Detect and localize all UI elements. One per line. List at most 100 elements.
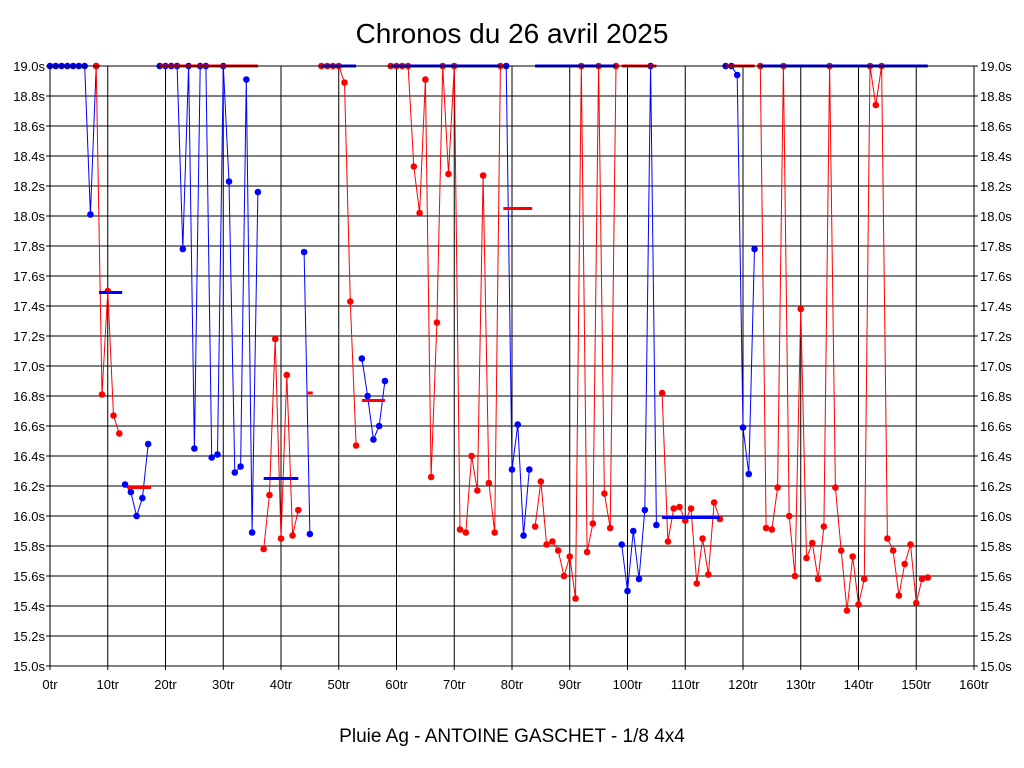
y-tick-label: 15.0s xyxy=(13,659,45,674)
data-point xyxy=(653,521,660,529)
series-red xyxy=(531,62,620,602)
series-line xyxy=(390,65,501,534)
x-tick-label: 50tr xyxy=(328,677,351,692)
series-blue xyxy=(618,62,660,595)
data-point xyxy=(133,512,140,520)
series-line xyxy=(621,65,657,592)
data-point xyxy=(658,389,666,397)
data-point xyxy=(456,526,464,533)
y-tick-label-right: 18.4s xyxy=(980,149,1012,164)
data-point xyxy=(797,305,805,313)
y-tick-label-right: 16.0s xyxy=(980,509,1012,524)
data-point xyxy=(560,572,568,580)
data-point xyxy=(820,523,828,530)
data-point xyxy=(260,545,267,553)
x-tick-label: 10tr xyxy=(97,677,120,692)
data-point xyxy=(606,524,614,532)
y-tick-label-right: 17.4s xyxy=(980,299,1012,314)
data-point xyxy=(121,481,129,488)
data-point xyxy=(110,412,117,419)
data-point xyxy=(554,547,562,554)
x-tick-label: 40tr xyxy=(270,677,293,692)
data-point xyxy=(462,529,470,536)
y-tick-label-right: 17.0s xyxy=(980,359,1012,374)
y-tick-label: 17.0s xyxy=(13,359,45,374)
data-point xyxy=(589,520,597,527)
y-tick-label: 16.6s xyxy=(13,419,45,434)
data-point xyxy=(364,392,371,400)
data-point xyxy=(583,548,591,556)
plot-frame xyxy=(49,65,975,667)
series-line xyxy=(534,65,617,599)
series-line xyxy=(661,392,721,584)
series-blue xyxy=(46,62,100,218)
y-tick-label-right: 17.2s xyxy=(980,329,1012,344)
data-point xyxy=(855,601,862,608)
series-red xyxy=(757,62,932,614)
y-tick-label-right: 16.6s xyxy=(980,419,1012,434)
data-point xyxy=(214,451,221,458)
data-point xyxy=(693,580,701,587)
x-tick-label: 130tr xyxy=(786,677,816,692)
data-point xyxy=(751,245,758,253)
x-tick-label: 140tr xyxy=(844,677,874,692)
series-line xyxy=(159,65,259,533)
x-tick-label: 110tr xyxy=(671,677,700,692)
axis-tick-labels: 15.0s 15.0s 15.2s 15.2s 15.4s 15.4s 15.6s 15.6s… xyxy=(13,59,1012,692)
data-point xyxy=(918,575,926,583)
y-tick-label: 15.6s xyxy=(13,569,45,584)
series-red xyxy=(658,389,724,587)
data-point xyxy=(601,490,608,497)
data-point xyxy=(254,188,262,196)
series-red xyxy=(387,62,504,536)
y-tick-label-right: 19.0s xyxy=(980,59,1012,74)
data-point xyxy=(907,541,914,548)
data-point xyxy=(191,445,198,452)
data-point xyxy=(266,491,273,499)
data-point xyxy=(445,170,452,178)
data-point xyxy=(526,466,533,473)
data-point xyxy=(531,523,539,530)
y-tick-label: 17.4s xyxy=(13,299,45,314)
data-point xyxy=(849,553,857,560)
y-tick-label: 15.4s xyxy=(13,599,45,614)
y-tick-label-right: 15.2s xyxy=(980,629,1012,644)
data-point xyxy=(664,538,672,545)
series-red xyxy=(260,335,302,553)
data-point xyxy=(433,319,441,326)
y-tick-label: 15.8s xyxy=(13,539,45,554)
data-point xyxy=(289,532,296,539)
x-tick-label: 30tr xyxy=(212,677,235,692)
y-tick-label: 19.0s xyxy=(13,59,45,74)
data-point xyxy=(884,535,891,542)
series-blue xyxy=(722,62,758,478)
x-tick-label: 0tr xyxy=(42,677,58,692)
data-point xyxy=(277,535,285,542)
data-point xyxy=(803,554,810,562)
y-tick-label: 18.0s xyxy=(13,209,45,224)
data-point xyxy=(895,592,903,599)
data-point xyxy=(375,422,383,430)
data-point xyxy=(705,571,712,578)
y-tick-label-right: 15.4s xyxy=(980,599,1012,614)
series-blue xyxy=(502,62,533,539)
data-point xyxy=(341,79,348,86)
data-point xyxy=(872,101,880,109)
data-point xyxy=(514,421,522,428)
data-point xyxy=(381,377,389,385)
data-point xyxy=(629,527,637,535)
data-point xyxy=(924,574,932,581)
y-tick-label: 18.4s xyxy=(13,149,45,164)
data-point xyxy=(843,607,851,614)
data-point xyxy=(422,76,429,83)
x-tick-label: 60tr xyxy=(385,677,408,692)
data-point xyxy=(566,553,574,560)
data-point xyxy=(676,503,683,511)
data-point xyxy=(358,355,366,362)
data-point xyxy=(127,488,135,496)
data-point xyxy=(139,494,146,502)
data-point xyxy=(87,211,94,218)
y-tick-label: 16.4s xyxy=(13,449,45,464)
data-point xyxy=(243,76,250,83)
